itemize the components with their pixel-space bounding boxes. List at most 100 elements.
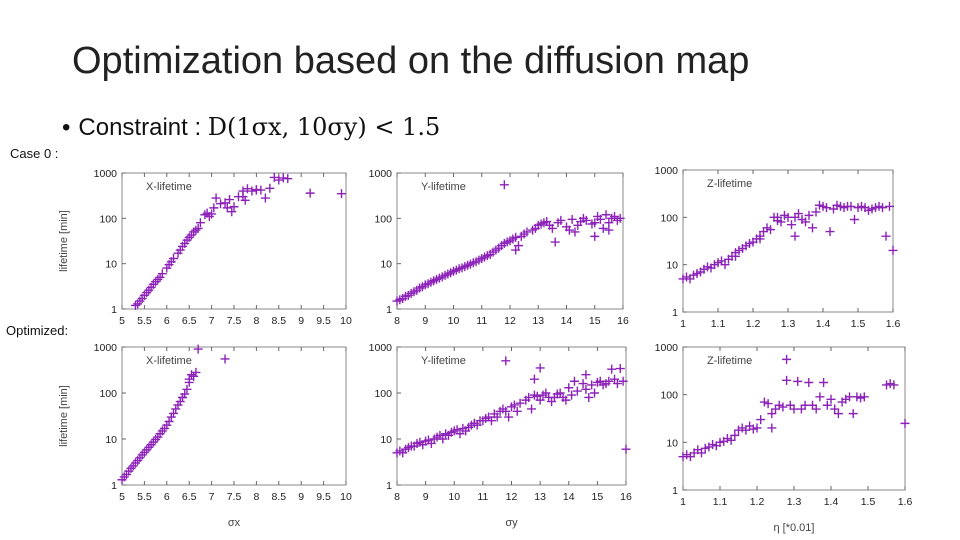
x-tick-label: 1.3 bbox=[781, 318, 796, 330]
y-tick-label: 10 bbox=[105, 259, 117, 271]
x-tick-label: 1.6 bbox=[898, 496, 913, 508]
y-tick-label: 10 bbox=[380, 259, 392, 271]
data-point bbox=[564, 225, 574, 235]
data-point bbox=[207, 209, 217, 219]
constraint-formula: D(1σx, 10σy) < 1.5 bbox=[207, 113, 441, 141]
x-tick-label: 1.5 bbox=[861, 496, 876, 508]
y-tick-label: 1 bbox=[672, 307, 678, 319]
y-tick-label: 10 bbox=[105, 434, 117, 446]
y-tick-label: 1 bbox=[111, 304, 117, 316]
data-point bbox=[524, 392, 534, 402]
x-tick-label: 14 bbox=[563, 491, 575, 503]
data-point bbox=[186, 370, 196, 380]
data-point bbox=[527, 404, 537, 414]
data-point bbox=[801, 217, 810, 227]
x-tick-label: 1 bbox=[680, 496, 686, 508]
x-tick-label: 16 bbox=[617, 315, 629, 327]
data-point bbox=[501, 356, 511, 366]
data-point bbox=[153, 274, 163, 284]
data-point bbox=[535, 395, 545, 405]
data-point bbox=[621, 444, 631, 454]
chart-case0-z: 1 1.1 1.2 1.3 1.4 1.5 1.6 1 10 100 1000 Z-lifetime bbox=[655, 165, 901, 330]
data-point bbox=[808, 223, 817, 233]
data-point bbox=[612, 379, 622, 389]
data-point bbox=[438, 434, 448, 444]
data-point bbox=[229, 202, 239, 212]
data-point bbox=[819, 377, 829, 387]
x-tick-label: 10 bbox=[340, 315, 352, 327]
x-tick-label: 9.5 bbox=[316, 315, 331, 327]
y-tick-label: 100 bbox=[99, 213, 117, 225]
data-point bbox=[787, 220, 796, 230]
data-point bbox=[590, 218, 600, 228]
data-point bbox=[793, 376, 803, 386]
data-point bbox=[242, 184, 252, 194]
x-tick-label: 9 bbox=[298, 491, 304, 503]
data-point bbox=[804, 377, 814, 387]
y-tick-label: 100 bbox=[374, 213, 392, 225]
constraint-label: Constraint : bbox=[78, 114, 208, 141]
data-point bbox=[590, 388, 600, 398]
data-point bbox=[601, 210, 611, 220]
chart-case0-x: 5 5.5 6 6.5 7 7.5 8 8.5 9 9.5 10 1 10 100 1000 X-lifeti… bbox=[58, 168, 352, 327]
x-tick-label: 8 bbox=[253, 491, 259, 503]
data-point bbox=[265, 183, 275, 193]
y-tick-label: 1000 bbox=[94, 168, 118, 180]
data-point bbox=[595, 214, 605, 224]
data-point bbox=[169, 408, 179, 418]
x-tick-label: 13 bbox=[532, 315, 544, 327]
data-point bbox=[811, 404, 821, 414]
data-point bbox=[804, 210, 814, 220]
data-point bbox=[889, 380, 899, 390]
data-point bbox=[756, 415, 766, 425]
data-point bbox=[556, 215, 566, 225]
data-point bbox=[216, 199, 226, 209]
data-point bbox=[337, 189, 347, 199]
data-point bbox=[511, 232, 521, 242]
data-point bbox=[251, 185, 261, 195]
constraint-bullet: • Constraint : D(1σx, 10σy) < 1.5 bbox=[62, 113, 440, 142]
chart-title: Y-lifetime bbox=[421, 355, 466, 367]
data-point bbox=[846, 201, 856, 211]
data-point bbox=[763, 399, 773, 409]
chart-title: X-lifetime bbox=[146, 355, 192, 367]
data-point bbox=[501, 406, 511, 416]
x-tick-label: 10 bbox=[448, 491, 460, 503]
chart-opt-y: 8 9 10 11 12 13 14 15 16 1 10 100 1000 Y-lifetime σy bbox=[369, 342, 632, 529]
y-axis-label: lifetime [min] bbox=[58, 385, 70, 447]
y-tick-label: 10 bbox=[666, 260, 678, 272]
chart-opt-z: 1 1.1 1.2 1.3 1.4 1.5 1.6 1 10 100 1000 Z-lifetime η… bbox=[655, 342, 913, 534]
data-point bbox=[529, 374, 539, 384]
data-point bbox=[773, 216, 782, 226]
data-point bbox=[697, 448, 706, 458]
data-point bbox=[587, 380, 597, 390]
x-axis-label: σy bbox=[505, 517, 518, 529]
x-axis-label: η [*0.01] bbox=[774, 522, 815, 534]
x-tick-label: 8 bbox=[253, 315, 259, 327]
data-point bbox=[570, 227, 580, 237]
data-point bbox=[859, 392, 869, 402]
data-point bbox=[850, 214, 859, 224]
data-point bbox=[171, 404, 181, 414]
data-point bbox=[509, 400, 519, 410]
data-point bbox=[604, 376, 614, 386]
slide-title: Optimization based on the diffusion map bbox=[72, 40, 750, 82]
y-tick-label: 100 bbox=[660, 390, 678, 402]
data-point bbox=[833, 409, 843, 419]
x-tick-label: 6 bbox=[164, 315, 170, 327]
data-point bbox=[222, 203, 232, 213]
y-tick-label: 1 bbox=[111, 480, 117, 492]
plot-frame bbox=[396, 346, 627, 486]
data-point bbox=[888, 245, 898, 255]
case0-row-label: Case 0 : bbox=[10, 146, 59, 161]
x-tick-label: 15 bbox=[589, 315, 601, 327]
plot-frame bbox=[121, 346, 347, 486]
data-point bbox=[572, 386, 582, 396]
x-tick-label: 8.5 bbox=[271, 315, 286, 327]
y-tick-label: 10 bbox=[666, 437, 678, 449]
data-point bbox=[615, 213, 625, 223]
data-point bbox=[274, 175, 284, 185]
x-tick-label: 9 bbox=[298, 315, 304, 327]
data-point bbox=[515, 398, 525, 408]
